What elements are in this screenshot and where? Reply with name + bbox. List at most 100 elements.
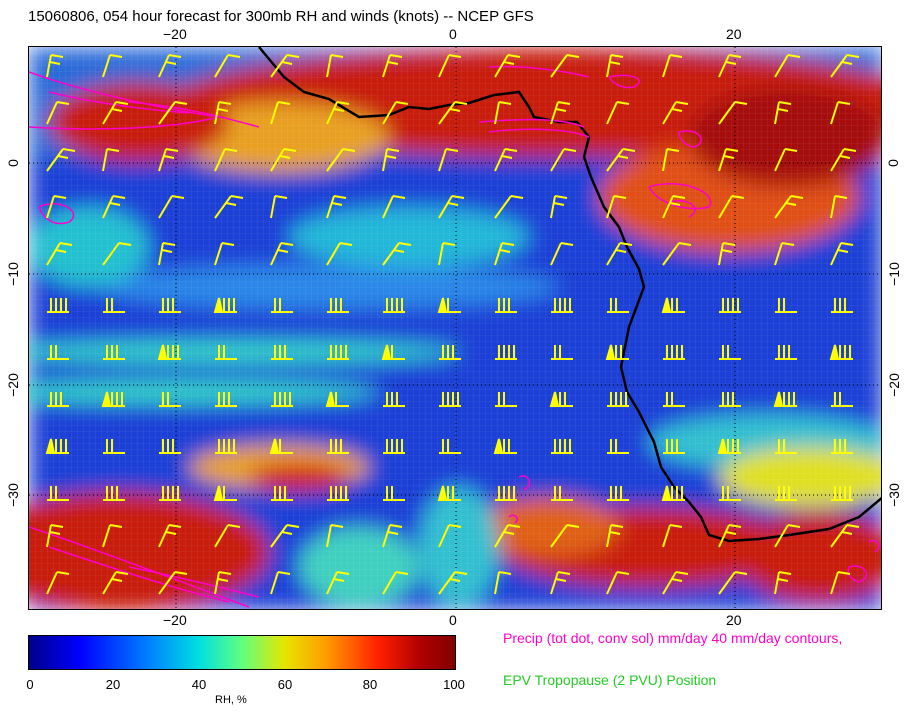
wind-barb xyxy=(494,195,524,219)
wind-barb xyxy=(46,54,64,78)
left-lat-label-neg30: −30 xyxy=(4,483,21,507)
wind-barb xyxy=(774,54,801,78)
wind-barb xyxy=(830,148,857,172)
wind-barb xyxy=(157,344,181,360)
wind-barb xyxy=(549,391,573,407)
wind-barb xyxy=(718,148,739,172)
wind-barb xyxy=(271,392,293,407)
wind-barb xyxy=(101,391,125,407)
left-lat-label-neg10: −10 xyxy=(4,262,21,286)
wind-barb xyxy=(214,242,235,266)
wind-barb xyxy=(270,148,297,172)
wind-barb xyxy=(383,439,405,454)
wind-barb xyxy=(550,54,580,78)
wind-barb xyxy=(606,524,624,548)
wind-barb xyxy=(829,344,853,360)
wind-barb xyxy=(605,344,629,360)
wind-barb xyxy=(438,524,462,548)
wind-barb xyxy=(661,485,685,501)
wind-barb xyxy=(717,438,741,454)
wind-barb xyxy=(550,571,571,595)
wind-barb xyxy=(102,571,129,595)
wind-barb xyxy=(662,242,692,266)
wind-barb xyxy=(158,524,182,548)
colorbar-tick-0: 0 xyxy=(26,677,34,692)
wind-barb xyxy=(326,242,353,266)
colorbar-label: RH, % xyxy=(215,694,247,706)
wind-barb xyxy=(382,195,406,219)
wind-barb xyxy=(383,486,405,501)
wind-barb xyxy=(719,486,741,501)
wind-barb xyxy=(607,439,629,454)
wind-barb xyxy=(159,392,181,407)
wind-barb xyxy=(606,148,636,172)
wind-barb xyxy=(271,298,293,313)
wind-barb xyxy=(213,297,237,313)
wind-barb xyxy=(214,195,244,219)
wind-barb xyxy=(159,439,181,454)
wind-barb xyxy=(437,485,461,501)
wind-barb xyxy=(270,195,288,219)
wind-barb xyxy=(46,242,73,266)
left-lat-label-0: 0 xyxy=(4,159,21,167)
wind-barbs xyxy=(45,54,860,595)
wind-barb xyxy=(494,571,512,595)
wind-barb xyxy=(718,195,745,219)
bottom-lon-label-20: 20 xyxy=(726,612,742,628)
wind-barb xyxy=(494,524,521,548)
wind-barb xyxy=(326,195,347,219)
wind-barb xyxy=(46,195,67,219)
wind-barb xyxy=(271,345,293,360)
wind-barb xyxy=(437,297,461,313)
wind-barb xyxy=(102,524,123,548)
wind-barb xyxy=(718,54,742,78)
wind-barb xyxy=(495,345,517,360)
wind-barb xyxy=(46,524,64,548)
wind-barb xyxy=(663,392,685,407)
wind-barb xyxy=(382,524,403,548)
wind-barb xyxy=(550,148,577,172)
wind-barb xyxy=(718,524,742,548)
right-lat-label-neg20: −20 xyxy=(885,373,902,397)
wind-barb xyxy=(550,101,571,125)
wind-barb xyxy=(103,486,125,501)
wind-barb xyxy=(382,54,403,78)
colorbar-tick-100: 100 xyxy=(443,677,465,692)
wind-barb xyxy=(774,571,792,595)
wind-barb xyxy=(382,242,412,266)
wind-barb xyxy=(831,439,853,454)
wind-barb xyxy=(269,438,293,454)
wind-barb xyxy=(103,298,125,313)
wind-barb xyxy=(550,524,580,548)
wind-barb xyxy=(45,438,69,454)
wind-barb xyxy=(663,439,685,454)
wind-barb xyxy=(383,298,405,313)
wind-barb xyxy=(46,571,70,595)
wind-barb xyxy=(662,571,689,595)
wind-barb xyxy=(326,54,344,78)
wind-barb xyxy=(271,486,293,501)
wind-barb xyxy=(607,486,629,501)
wind-barb xyxy=(326,524,344,548)
colorbar-tick-80: 80 xyxy=(362,677,378,692)
wind-barb xyxy=(719,345,741,360)
map-panel xyxy=(28,46,882,610)
wind-barb xyxy=(382,148,400,172)
wind-barb xyxy=(270,571,291,595)
wind-barb xyxy=(159,298,181,313)
wind-barb xyxy=(830,524,860,548)
wind-barb xyxy=(438,571,468,595)
wind-barb xyxy=(439,439,461,454)
coastline xyxy=(258,47,881,543)
wind-barb xyxy=(774,148,798,172)
wind-barb xyxy=(438,148,459,172)
top-lon-label-neg20: −20 xyxy=(163,26,187,42)
wind-barb xyxy=(495,392,517,407)
wind-barb xyxy=(158,242,176,266)
wind-barb xyxy=(662,148,680,172)
wind-barb xyxy=(382,101,409,125)
wind-barb xyxy=(213,485,237,501)
wind-barb xyxy=(214,54,241,78)
wind-barb xyxy=(214,148,238,172)
wind-barb xyxy=(439,345,461,360)
